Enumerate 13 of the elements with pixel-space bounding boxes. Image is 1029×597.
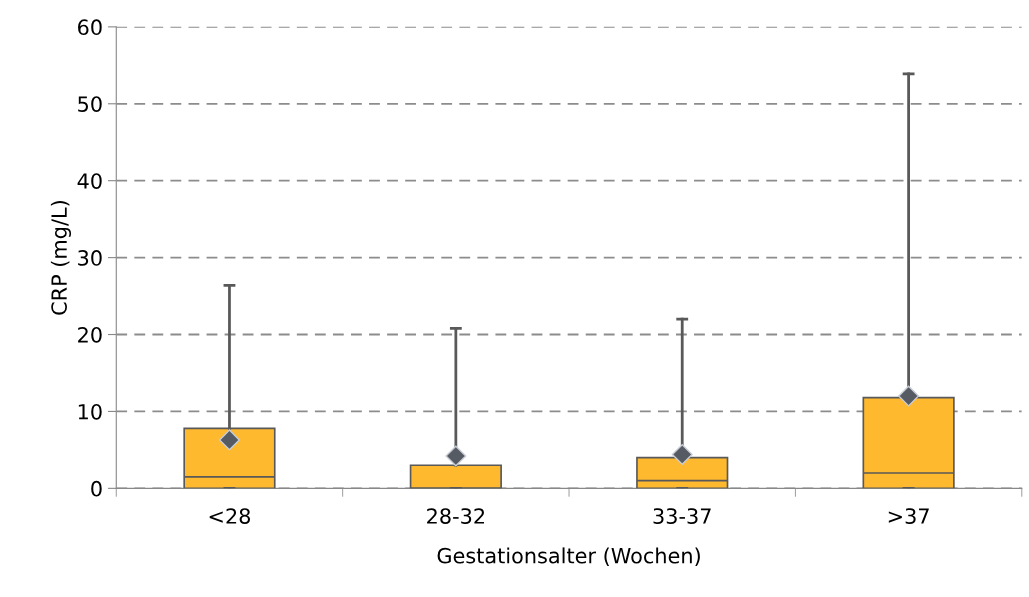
y-tick-label: 60 (78, 19, 102, 36)
x-tick-label: 33-37 (653, 508, 711, 524)
y-tick-label: 20 (78, 326, 102, 343)
x-axis-title: Gestationsalter (Wochen) (437, 547, 700, 566)
y-axis-title: CRP (mg/L) (50, 201, 72, 315)
x-tick-label: 28-32 (427, 508, 485, 524)
x-tick-label: <28 (209, 508, 251, 524)
y-tick-label: 50 (78, 96, 102, 112)
x-tick-label: >37 (888, 508, 929, 524)
y-tick-label: 40 (77, 173, 102, 189)
y-tick-label: 0 (91, 480, 102, 497)
y-tick-label: 10 (78, 403, 102, 420)
y-tick-label: 30 (78, 250, 102, 266)
